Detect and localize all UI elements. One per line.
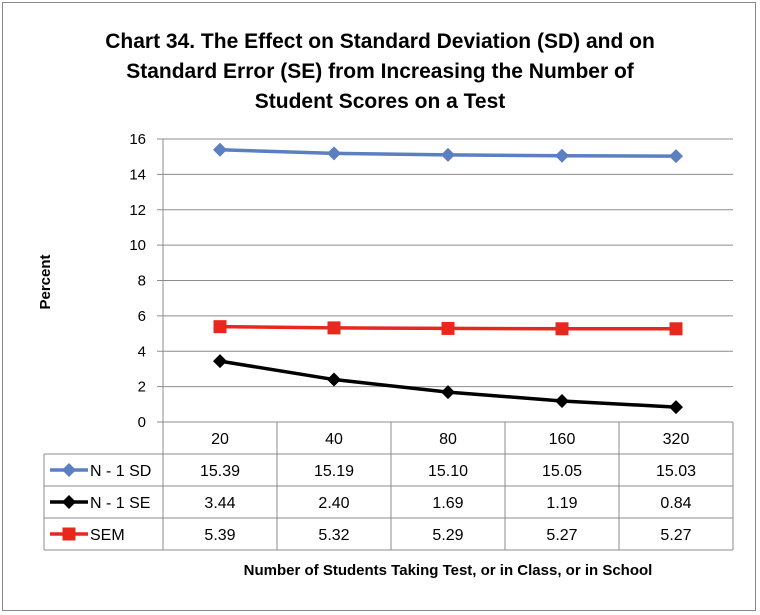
data-point xyxy=(213,320,227,334)
data-label: 3.44 xyxy=(204,495,235,512)
data-point xyxy=(669,149,683,164)
y-axis-title: Percent xyxy=(37,254,54,309)
series-line-2 xyxy=(219,359,677,409)
data-label: 5.32 xyxy=(318,527,349,544)
y-tick-label: 16 xyxy=(129,131,146,148)
data-point xyxy=(669,322,683,336)
data-point xyxy=(213,354,227,369)
y-tick-label: 12 xyxy=(129,202,146,219)
legend-label: SEM xyxy=(90,527,125,544)
data-point xyxy=(327,321,341,335)
data-label: 15.39 xyxy=(200,463,240,480)
legend-key-marker xyxy=(62,527,76,541)
data-point xyxy=(441,385,455,400)
data-point xyxy=(213,142,227,157)
data-label: 5.29 xyxy=(432,527,463,544)
data-point xyxy=(669,400,683,415)
data-label: 2.40 xyxy=(318,495,349,512)
data-label: 0.84 xyxy=(660,495,691,512)
legend-label: N - 1 SD xyxy=(90,463,151,480)
data-label: 5.27 xyxy=(660,527,691,544)
y-tick-label: 10 xyxy=(129,237,146,254)
x-category-label: 160 xyxy=(549,431,576,448)
data-point xyxy=(441,321,455,335)
x-category-label: 320 xyxy=(663,431,690,448)
legend-key-marker xyxy=(62,463,76,477)
data-point xyxy=(555,322,569,336)
data-label: 15.19 xyxy=(314,463,354,480)
y-tick-label: 4 xyxy=(138,343,146,360)
data-label: 15.03 xyxy=(656,463,696,480)
chart-title-line: Student Scores on a Test xyxy=(255,90,506,113)
data-point xyxy=(555,393,569,408)
data-label: 1.19 xyxy=(546,495,577,512)
data-point xyxy=(327,146,341,161)
data-label: 5.27 xyxy=(546,527,577,544)
data-label: 1.69 xyxy=(432,495,463,512)
y-tick-label: 0 xyxy=(138,414,146,431)
x-category-label: 40 xyxy=(325,431,343,448)
x-category-label: 80 xyxy=(439,431,457,448)
y-tick-label: 2 xyxy=(138,379,146,396)
data-label: 5.39 xyxy=(204,527,235,544)
data-label: 15.05 xyxy=(542,463,582,480)
data-point xyxy=(327,372,341,387)
x-category-label: 20 xyxy=(211,431,229,448)
y-tick-label: 8 xyxy=(138,273,146,290)
chart-title-line: Standard Error (SE) from Increasing the … xyxy=(126,60,635,83)
chart-title-line: Chart 34. The Effect on Standard Deviati… xyxy=(105,30,655,53)
data-point xyxy=(441,147,455,162)
data-label: 15.10 xyxy=(428,463,468,480)
y-tick-label: 6 xyxy=(138,308,146,325)
legend-key-marker xyxy=(62,495,76,509)
legend-label: N - 1 SE xyxy=(90,495,150,512)
y-tick-label: 14 xyxy=(129,166,146,183)
x-axis-title: Number of Students Taking Test, or in Cl… xyxy=(244,562,653,579)
data-point xyxy=(555,148,569,163)
